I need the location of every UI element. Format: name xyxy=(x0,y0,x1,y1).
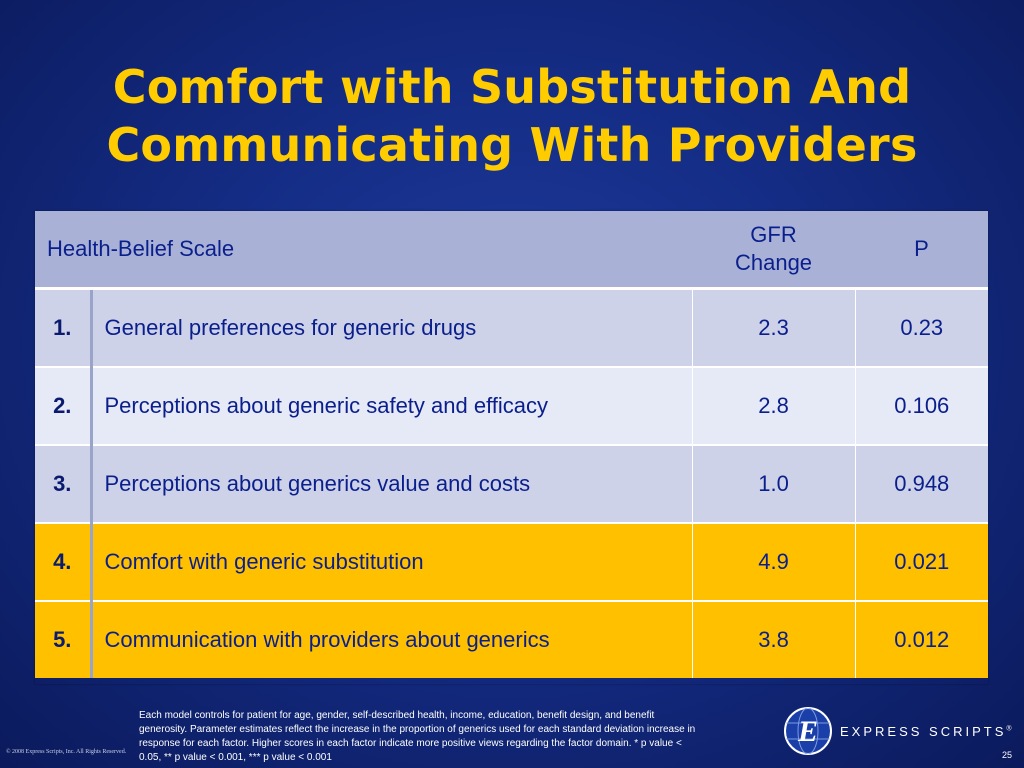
copyright-notice: © 2008 Express Scripts, Inc. All Rights … xyxy=(6,749,127,755)
row-number: 2. xyxy=(35,367,93,446)
row-p-value: 0.021 xyxy=(854,523,989,602)
row-gfr-change: 2.8 xyxy=(691,367,856,446)
row-gfr-change: 4.9 xyxy=(691,523,856,602)
title-line-1: Comfort with Substitution And xyxy=(112,60,912,114)
row-gfr-change: 1.0 xyxy=(691,445,856,524)
row-label: Perceptions about generic safety and eff… xyxy=(91,367,693,446)
row-gfr-change: 2.3 xyxy=(691,288,856,368)
title-line-2: Communicating With Providers xyxy=(106,118,918,172)
header-p-value: P xyxy=(855,211,989,290)
row-p-value: 0.948 xyxy=(854,445,989,524)
svg-text:E: E xyxy=(797,715,818,748)
table-row-highlighted: 5. Communication with providers about ge… xyxy=(35,601,989,678)
row-p-value: 0.106 xyxy=(854,367,989,446)
page-number: 25 xyxy=(1001,750,1012,760)
table-row: 3. Perceptions about generics value and … xyxy=(35,445,989,524)
health-belief-table: Health-Belief Scale GFR Change P 1. Gene… xyxy=(35,211,989,684)
table-row-highlighted: 4. Comfort with generic substitution 4.9… xyxy=(35,523,989,602)
table-row: 1. General preferences for generic drugs… xyxy=(35,288,989,368)
row-label: General preferences for generic drugs xyxy=(91,288,693,368)
header-health-belief-scale: Health-Belief Scale xyxy=(35,211,693,290)
express-scripts-globe-e-logo: E xyxy=(784,707,832,755)
row-number: 1. xyxy=(35,288,93,368)
row-p-value: 0.012 xyxy=(854,601,989,678)
header-gfr-change: GFR Change xyxy=(692,211,856,290)
row-number: 5. xyxy=(35,601,93,678)
row-number: 4. xyxy=(35,523,93,602)
header-gfr-line-2: Change xyxy=(734,250,813,275)
brand-name: EXPRESS SCRIPTS xyxy=(840,724,1007,739)
row-p-value: 0.23 xyxy=(854,288,989,368)
row-label: Comfort with generic substitution xyxy=(91,523,693,602)
header-gfr-line-1: GFR xyxy=(750,222,797,247)
table-header-row: Health-Belief Scale GFR Change P xyxy=(35,211,989,290)
row-number: 3. xyxy=(35,445,93,524)
table-row: 2. Perceptions about generic safety and … xyxy=(35,367,989,446)
slide-title: Comfort with Substitution And Communicat… xyxy=(0,58,1024,174)
row-label: Communication with providers about gener… xyxy=(91,601,693,678)
registered-mark: ® xyxy=(1006,725,1012,733)
footnote: Each model controls for patient for age,… xyxy=(139,710,696,763)
brand-wordmark: EXPRESS SCRIPTS® xyxy=(840,724,1012,739)
row-gfr-change: 3.8 xyxy=(691,601,856,678)
row-label: Perceptions about generics value and cos… xyxy=(91,445,693,524)
